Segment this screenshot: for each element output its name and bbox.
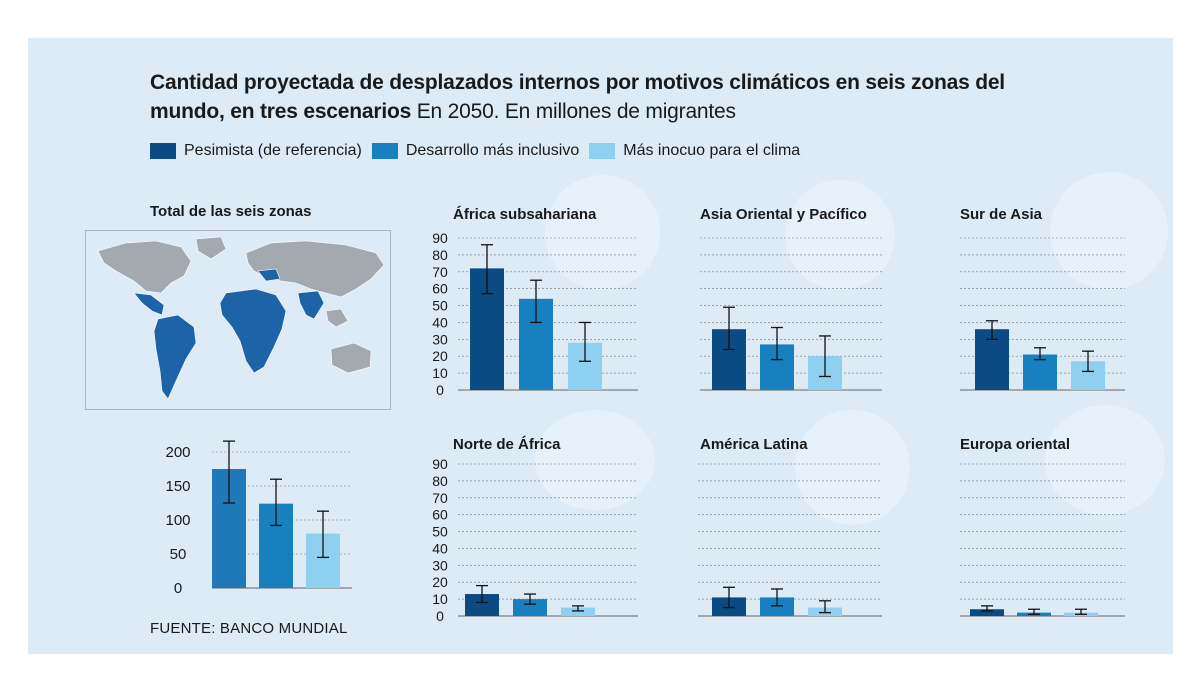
error-bar bbox=[986, 320, 998, 340]
y-tick-label: 40 bbox=[432, 540, 448, 556]
map-central-america bbox=[133, 292, 165, 316]
error-bar bbox=[1028, 608, 1040, 615]
map-south-america bbox=[153, 314, 197, 400]
error-bar bbox=[819, 600, 831, 614]
map-greenland bbox=[195, 236, 227, 260]
y-tick-label: 50 bbox=[170, 546, 187, 563]
error-bar bbox=[1034, 347, 1046, 361]
y-tick-label: 80 bbox=[432, 247, 448, 263]
bar bbox=[970, 609, 1004, 616]
y-tick-label: 200 bbox=[165, 444, 190, 461]
map-africa bbox=[219, 288, 287, 374]
error-bar bbox=[223, 440, 235, 504]
error-bar bbox=[530, 279, 542, 324]
legend-item-inclusivo: Desarrollo más inclusivo bbox=[371, 142, 580, 160]
error-bar bbox=[579, 321, 591, 362]
y-tick-label: 10 bbox=[432, 365, 448, 381]
bar bbox=[513, 599, 547, 616]
y-tick-label: 80 bbox=[432, 473, 448, 489]
globe-north-africa-icon bbox=[535, 410, 655, 510]
chart-america-latina bbox=[698, 463, 882, 617]
y-tick-label: 60 bbox=[432, 507, 448, 523]
chart-title-asia-oriental: Asia Oriental y Pacífico bbox=[700, 206, 867, 223]
y-tick-label: 30 bbox=[432, 331, 448, 347]
chart-europa-oriental bbox=[960, 463, 1125, 617]
legend-swatch-pesimista bbox=[150, 143, 176, 159]
globe-africa-icon bbox=[545, 175, 660, 290]
y-tick-label: 70 bbox=[432, 490, 448, 506]
chart-title-total: Total de las seis zonas bbox=[150, 203, 312, 220]
error-bar bbox=[481, 244, 493, 295]
world-map bbox=[85, 230, 391, 410]
source-note: FUENTE: BANCO MUNDIAL bbox=[150, 620, 348, 637]
y-tick-label: 20 bbox=[432, 348, 448, 364]
error-bar bbox=[317, 510, 329, 559]
error-bar bbox=[981, 605, 993, 612]
globe-eastern-europe-icon bbox=[1045, 405, 1165, 515]
error-bar bbox=[572, 605, 584, 612]
error-bar bbox=[723, 586, 735, 609]
map-eastern-europe bbox=[257, 268, 281, 282]
chart-title-europa-oriental: Europa oriental bbox=[960, 436, 1071, 453]
y-tick-label: 150 bbox=[165, 478, 190, 495]
y-tick-label: 50 bbox=[432, 524, 448, 540]
y-tick-label: 0 bbox=[436, 382, 444, 398]
error-bar bbox=[1075, 608, 1087, 615]
y-tick-label: 10 bbox=[432, 591, 448, 607]
y-tick-label: 90 bbox=[432, 230, 448, 246]
chart-title-america-latina: América Latina bbox=[700, 436, 808, 453]
globe-south-asia-icon bbox=[1050, 172, 1168, 290]
error-bar bbox=[1082, 350, 1094, 373]
infographic-title: Cantidad proyectada de desplazados inter… bbox=[150, 68, 1070, 126]
error-bar bbox=[270, 478, 282, 527]
y-tick-label: 60 bbox=[432, 281, 448, 297]
legend-label-inclusivo: Desarrollo más inclusivo bbox=[405, 142, 580, 159]
title-subtitle: En 2050. En millones de migrantes bbox=[416, 100, 736, 123]
bar bbox=[1023, 354, 1057, 390]
chart-title-africa-subsahariana: África subsahariana bbox=[453, 206, 597, 223]
legend-label-pesimista: Pesimista (de referencia) bbox=[184, 142, 362, 159]
y-tick-label: 90 bbox=[432, 456, 448, 472]
chart-title-sur-asia: Sur de Asia bbox=[960, 206, 1042, 223]
bar bbox=[561, 607, 595, 616]
legend-item-clima: Más inocuo para el clima bbox=[589, 142, 800, 160]
bar bbox=[465, 594, 499, 616]
chart-sur-asia bbox=[960, 237, 1125, 391]
y-tick-label: 0 bbox=[174, 580, 182, 597]
error-bar bbox=[771, 588, 783, 607]
error-bar bbox=[476, 584, 488, 604]
legend-label-clima: Más inocuo para el clima bbox=[623, 142, 801, 159]
y-tick-label: 100 bbox=[165, 512, 190, 529]
chart-total: 0 50 100 150 200 bbox=[165, 440, 352, 597]
y-tick-label: 20 bbox=[432, 574, 448, 590]
title-bold: Cantidad proyectada de desplazados inter… bbox=[150, 71, 1005, 123]
y-tick-label: 40 bbox=[432, 314, 448, 330]
legend-item-pesimista: Pesimista (de referencia) bbox=[150, 142, 362, 160]
y-tick-label: 50 bbox=[432, 298, 448, 314]
y-tick-label: 70 bbox=[432, 264, 448, 280]
map-north-america bbox=[97, 240, 192, 294]
error-bar bbox=[723, 306, 735, 351]
error-bar bbox=[819, 335, 831, 378]
map-australia bbox=[330, 342, 372, 374]
map-south-asia bbox=[297, 290, 325, 320]
legend-swatch-inclusivo bbox=[371, 143, 398, 159]
bar bbox=[760, 597, 794, 616]
legend-swatch-clima bbox=[589, 143, 616, 159]
error-bar bbox=[771, 326, 783, 361]
chart-asia-oriental bbox=[700, 237, 882, 391]
error-bar bbox=[524, 593, 536, 605]
map-europe-asia bbox=[245, 240, 385, 298]
globe-latin-america-icon bbox=[795, 410, 910, 525]
map-southeast-asia bbox=[325, 308, 349, 328]
chart-title-norte-africa: Norte de África bbox=[453, 436, 561, 453]
y-tick-label: 0 bbox=[436, 608, 444, 624]
legend: Pesimista (de referencia) Desarrollo más… bbox=[150, 142, 810, 160]
y-tick-label: 30 bbox=[432, 557, 448, 573]
world-map-svg bbox=[97, 236, 385, 400]
